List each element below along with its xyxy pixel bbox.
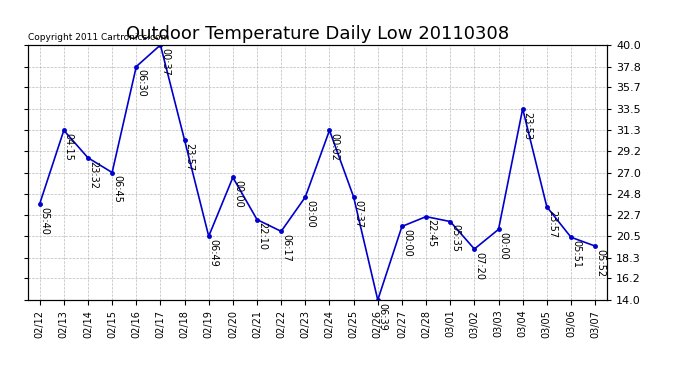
- Text: 23:57: 23:57: [184, 143, 195, 171]
- Text: 22:45: 22:45: [426, 219, 436, 248]
- Text: 23:32: 23:32: [88, 160, 98, 189]
- Text: 03:00: 03:00: [305, 200, 315, 228]
- Text: 00:00: 00:00: [233, 180, 243, 208]
- Text: 05:52: 05:52: [595, 249, 605, 277]
- Text: 00:00: 00:00: [498, 232, 509, 260]
- Text: 22:10: 22:10: [257, 222, 267, 251]
- Text: 06:49: 06:49: [208, 239, 219, 267]
- Title: Outdoor Temperature Daily Low 20110308: Outdoor Temperature Daily Low 20110308: [126, 26, 509, 44]
- Text: 00:37: 00:37: [160, 48, 170, 76]
- Text: 00:00: 00:00: [402, 229, 412, 257]
- Text: 07:20: 07:20: [475, 252, 484, 280]
- Text: 23:57: 23:57: [546, 210, 557, 238]
- Text: 00:02: 00:02: [330, 133, 339, 161]
- Text: 05:51: 05:51: [571, 240, 581, 268]
- Text: 07:37: 07:37: [353, 200, 364, 228]
- Text: 05:35: 05:35: [450, 224, 460, 252]
- Text: 05:40: 05:40: [39, 207, 50, 234]
- Text: 06:17: 06:17: [282, 234, 291, 262]
- Text: 06:45: 06:45: [112, 175, 122, 203]
- Text: 23:53: 23:53: [523, 111, 533, 140]
- Text: 04:15: 04:15: [63, 133, 74, 161]
- Text: 06:39: 06:39: [378, 303, 388, 330]
- Text: 06:30: 06:30: [136, 69, 146, 97]
- Text: Copyright 2011 Cartronics.com: Copyright 2011 Cartronics.com: [28, 33, 169, 42]
